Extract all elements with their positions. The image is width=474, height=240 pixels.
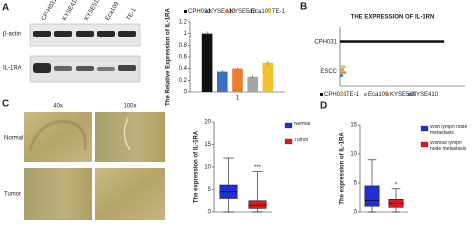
legend-swatch <box>284 122 293 129</box>
legend-label: Without lymph node metastasis <box>430 141 467 152</box>
legend-swatch <box>386 93 389 96</box>
y-tick-label: 15 <box>350 123 357 129</box>
y-tick-label: 1.2 <box>179 20 188 26</box>
blot-lane-label: TE-1 <box>126 7 138 22</box>
bar <box>340 71 347 74</box>
legend-swatch <box>184 10 187 13</box>
western-blot: β-actin IL-1RA CP-H031 KYSE410 KYSE510 E… <box>3 0 141 83</box>
blot-row-label: β-actin <box>3 32 21 38</box>
y-tick-label: ESCC <box>320 69 337 75</box>
bar <box>201 33 213 92</box>
legend-label: CPH031 <box>324 92 347 98</box>
y-tick-label: 0.8 <box>179 43 188 49</box>
bar <box>340 68 345 71</box>
box <box>364 185 380 207</box>
y-tick-label: 5 <box>354 181 358 187</box>
legend-swatch <box>320 93 323 96</box>
legend-item: With lymph node metastasis <box>430 125 468 136</box>
y-tick-label: 5 <box>208 187 212 193</box>
legend-label: Tumor <box>294 138 309 143</box>
legend-label: With lymph node metastasis <box>430 125 468 136</box>
micrographs: 40x 100x Normal Tumor <box>4 104 165 220</box>
y-axis-title: The Relative Expression of IL-1RA <box>166 7 172 105</box>
significance: *** <box>254 165 262 171</box>
panel-letter: A <box>2 3 9 14</box>
y-tick-label: 1 <box>184 31 188 37</box>
micrograph <box>95 168 165 220</box>
blot-lane-label: CP-H031 <box>41 0 59 22</box>
blot-lane-label: KYSE510 <box>84 0 103 22</box>
y-tick-label: CPH031 <box>314 39 337 45</box>
legend-item: Tumor <box>294 138 309 143</box>
bar <box>247 76 259 92</box>
y-tick-label: 20 <box>204 120 211 126</box>
legend-label: CPH031 <box>188 9 211 15</box>
legend-label: KYSE510 <box>390 92 417 98</box>
bar <box>216 71 228 92</box>
magnification-label: 40x <box>53 104 63 110</box>
legend-label: TE-1 <box>272 9 286 15</box>
legend-label: KYSE510 <box>230 9 257 15</box>
legend-item: Without lymph node metastasis <box>430 141 467 152</box>
legend-label: KYSE410 <box>412 92 439 98</box>
legend-label: Eca109 <box>251 9 272 15</box>
legend-swatch <box>247 10 250 13</box>
significance: * <box>395 182 398 188</box>
bar <box>340 40 445 43</box>
bar <box>262 62 274 92</box>
blot-row-label: IL-1RA <box>3 66 22 72</box>
panel-letter: C <box>2 99 9 110</box>
legend-item: Normal <box>294 122 311 127</box>
legend-swatch <box>364 93 367 96</box>
bar <box>340 65 346 68</box>
y-axis-title: The expression of IL-1RA <box>194 130 200 203</box>
y-tick-label: 15 <box>204 142 211 148</box>
tissue-label: Normal <box>4 136 23 142</box>
legend-swatch <box>420 141 429 148</box>
y-tick-label: 0.2 <box>179 78 188 84</box>
legend-swatch <box>284 138 293 145</box>
legend-swatch <box>420 125 429 132</box>
legend-label: Eca109 <box>368 92 389 98</box>
legend-swatch <box>268 10 271 13</box>
y-tick-label: 0 <box>354 210 358 216</box>
legend-label: Normal <box>294 122 311 127</box>
blot-lane-label: KYSE410 <box>62 0 81 22</box>
x-tick-label: 1 <box>236 96 240 102</box>
blot-bands <box>33 31 136 73</box>
panel-letter: D <box>320 101 327 112</box>
legend-label: KYSE410 <box>209 9 236 15</box>
chart-title: THE EXPRESSION OF IL-1RN <box>351 15 435 21</box>
box <box>248 200 267 209</box>
y-tick-label: 0.6 <box>179 55 188 61</box>
y-tick-label: 10 <box>350 152 357 158</box>
micrograph <box>24 168 92 220</box>
bar <box>340 74 344 77</box>
figure: A B C D β-actin IL-1RA CP-H031 KYSE410 K… <box>2 0 468 220</box>
legend-swatch <box>205 10 208 13</box>
bar <box>232 68 243 92</box>
legend-swatch <box>342 93 345 96</box>
micrograph <box>95 112 165 162</box>
magnification-label: 100x <box>123 104 136 110</box>
y-axis-title: The expression of IL-1RA <box>340 132 346 205</box>
tissue-label: Tumor <box>4 192 21 198</box>
y-tick-label: 10 <box>204 165 211 171</box>
legend-label: TE-1 <box>346 92 360 98</box>
panel-letter: B <box>300 2 307 13</box>
y-tick-label: 0.4 <box>179 66 188 72</box>
y-tick-label: 0 <box>184 90 188 96</box>
legend-swatch <box>408 93 411 96</box>
blot-lane-label: Eca109 <box>105 1 121 22</box>
y-tick-label: 0 <box>208 210 212 216</box>
legend-swatch <box>226 10 229 13</box>
